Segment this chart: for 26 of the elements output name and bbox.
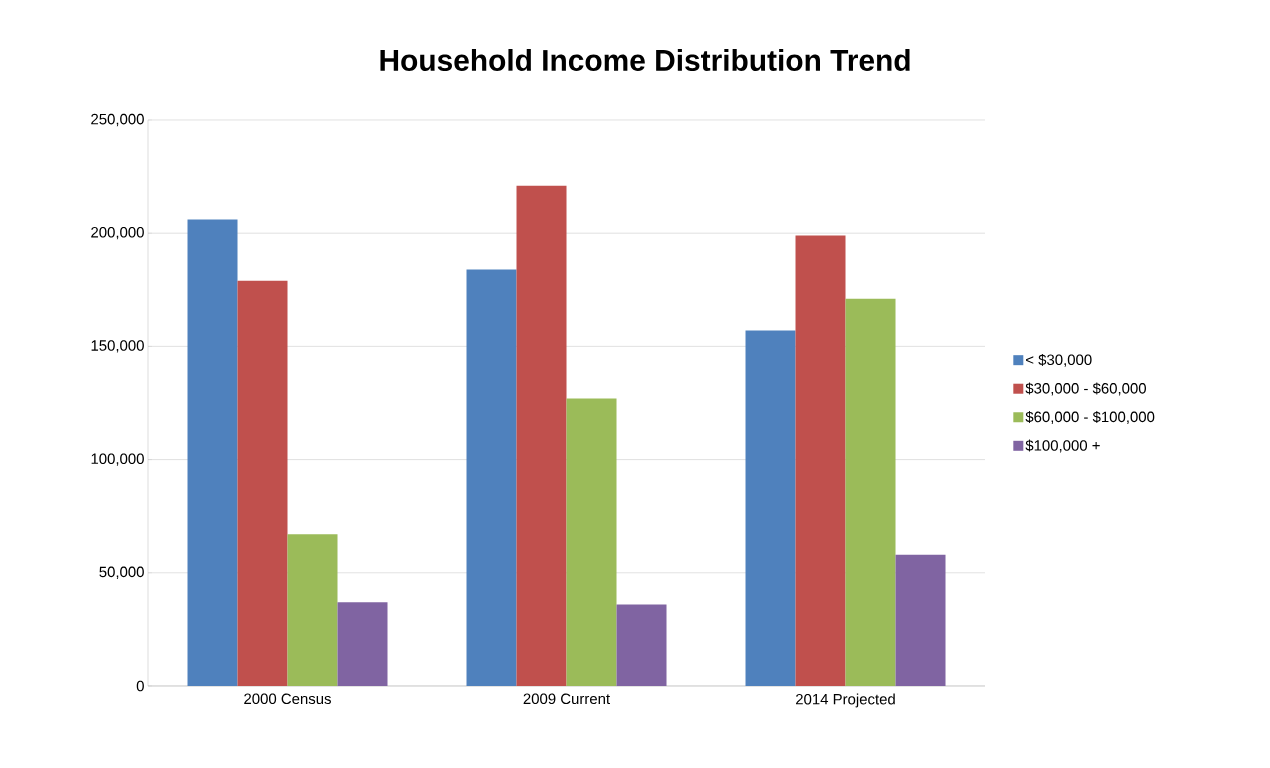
bar <box>466 269 517 686</box>
y-tick-label: 100,000 <box>91 453 144 466</box>
y-tick-label: 200,000 <box>91 227 144 240</box>
bar <box>795 235 846 686</box>
bar <box>616 604 667 686</box>
x-tick-label: 2000 Census <box>244 693 331 705</box>
y-tick-label: 250,000 <box>91 113 144 127</box>
legend-label: $100,000 + <box>1025 439 1100 453</box>
bar <box>895 554 946 686</box>
legend-label: < $30,000 <box>1026 353 1092 367</box>
bar <box>845 298 896 686</box>
y-tick-label: 150,000 <box>91 340 144 353</box>
bar <box>516 185 567 686</box>
bar <box>237 280 288 686</box>
bar <box>566 398 617 686</box>
chart-title: Household Income Distribution Trend <box>380 49 910 71</box>
legend-label: $60,000 - $100,000 <box>1025 410 1155 424</box>
y-tick-label: 0 <box>136 680 144 692</box>
bar <box>187 219 238 686</box>
legend-label: $30,000 - $60,000 <box>1025 382 1146 396</box>
bar <box>287 534 338 686</box>
y-tick-label: 50,000 <box>99 566 144 579</box>
bar <box>745 330 796 686</box>
bar <box>337 602 388 686</box>
x-tick-label: 2009 Current <box>523 693 610 705</box>
x-tick-label: 2014 Projected <box>796 693 895 708</box>
